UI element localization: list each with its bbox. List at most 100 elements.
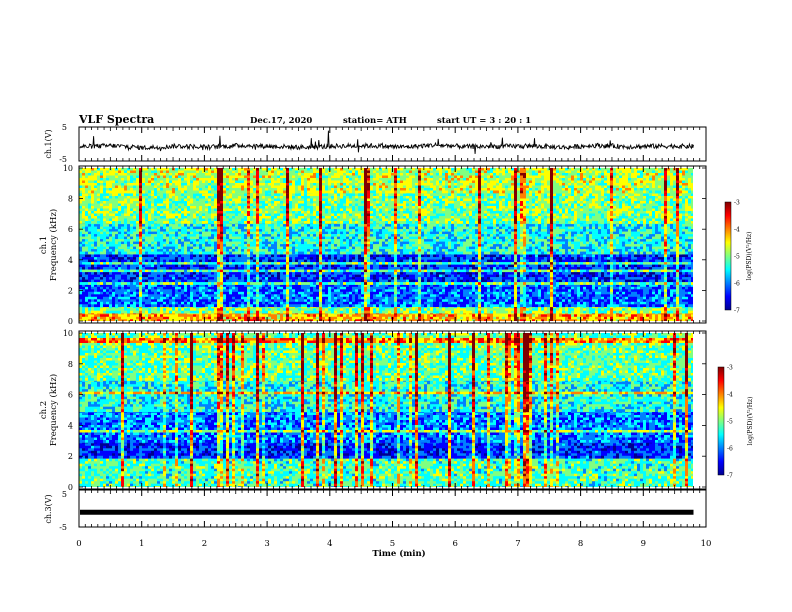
spectrogram-cell <box>424 304 428 308</box>
spectrogram-cell <box>421 299 425 303</box>
spectrogram-cell <box>649 289 653 293</box>
spectrogram-cell <box>109 301 113 305</box>
spectrogram-cell <box>388 305 392 309</box>
spectrogram-cell <box>109 267 113 270</box>
spectrogram-cell <box>220 305 224 309</box>
spectrogram-cell <box>646 304 650 308</box>
spectrogram-cell <box>652 310 656 314</box>
spectrogram-cell <box>562 259 566 263</box>
spectrogram-cell <box>211 296 215 300</box>
spectrogram-cell <box>223 296 227 300</box>
spectrogram-cell <box>361 259 365 263</box>
spectrogram-cell <box>157 314 161 318</box>
spectrogram-cell <box>298 262 302 265</box>
spectrogram-cell <box>637 259 641 263</box>
spectrogram-cell <box>424 308 428 311</box>
spectrogram-cell <box>487 305 491 309</box>
spectrogram-cell <box>589 305 593 309</box>
spectrogram-cell <box>550 289 554 293</box>
spectrogram-cell <box>580 267 584 270</box>
spectrogram-cell <box>349 269 353 273</box>
spectrogram-cell <box>109 269 113 273</box>
spectrogram-cell <box>508 291 512 295</box>
spectrogram-cell <box>514 269 518 273</box>
spectrogram-cell <box>427 257 431 260</box>
spectrogram-cell <box>388 254 392 258</box>
spectrogram-cell <box>130 284 134 288</box>
spectrogram-cell <box>286 269 290 273</box>
spectrogram-cell <box>691 316 693 320</box>
spectrogram-cell <box>568 294 572 298</box>
spectrogram-cell <box>130 316 134 320</box>
spectrogram-cell <box>85 305 89 309</box>
spectrogram-cell <box>139 289 143 293</box>
spectrogram-cell <box>394 267 398 270</box>
spectrogram-cell <box>277 308 281 311</box>
spectrogram-cell <box>262 284 266 288</box>
spectrogram-cell <box>364 254 368 258</box>
spectrogram-cell <box>502 291 506 295</box>
spectrogram-cell <box>628 291 632 295</box>
spectrogram-cell <box>211 299 215 303</box>
spectrogram-cell <box>310 308 314 311</box>
spectrogram-cell <box>652 301 656 305</box>
spectrogram-cell <box>202 267 206 270</box>
spectrogram-cell <box>361 304 365 308</box>
spectrogram-cell <box>580 319 584 321</box>
spectrogram-cell <box>661 310 665 314</box>
spectrogram-cell <box>274 259 278 263</box>
spectrogram-cell <box>265 310 269 314</box>
spectrogram-cell <box>592 310 596 314</box>
spectrogram-cell <box>184 291 188 295</box>
spectrogram-cell <box>79 286 83 290</box>
spectrogram-cell <box>247 291 251 295</box>
spectrogram-cell <box>328 310 332 314</box>
spectrogram-cell <box>277 259 281 263</box>
spectrogram-cell <box>106 259 110 263</box>
spectrogram-cell <box>166 291 170 295</box>
spectrogram-cell <box>400 267 404 270</box>
spectrogram-cell <box>325 284 329 288</box>
spectrogram-cell <box>595 259 599 263</box>
spectrogram-cell <box>517 299 521 303</box>
spectrogram-cell <box>160 304 164 308</box>
spectrogram-cell <box>97 257 101 260</box>
spectrogram-cell <box>103 289 107 293</box>
spectrogram-cell <box>472 294 476 298</box>
spectrogram-cell <box>322 264 326 268</box>
spectrogram-cell <box>517 304 521 308</box>
spectrogram-cell <box>688 304 692 308</box>
spectrogram-cell <box>676 316 680 320</box>
spectrogram-cell <box>118 310 122 314</box>
spectrogram-cell <box>523 301 527 305</box>
spectrogram-cell <box>310 259 314 263</box>
spectrogram-cell <box>211 319 215 321</box>
spectrogram-cell <box>562 316 566 320</box>
spectrogram-cell <box>331 286 335 290</box>
spectrogram-cell <box>685 291 689 295</box>
spectrogram-cell <box>532 269 536 273</box>
spectrogram-cell <box>229 289 233 293</box>
spectrogram-cell <box>148 269 152 273</box>
spectrogram-cell <box>214 294 218 298</box>
spectrogram-cell <box>601 286 605 290</box>
spectrogram-cell <box>187 262 191 265</box>
spectrogram-cell <box>316 305 320 309</box>
spectrogram-cell <box>475 267 479 270</box>
spectrogram-cell <box>166 294 170 298</box>
spectrogram-cell <box>322 267 326 270</box>
spectrogram-cell <box>553 262 557 265</box>
spectrogram-cell <box>601 257 605 260</box>
spectrogram-cell <box>199 257 203 260</box>
spectrogram-cell <box>391 305 395 309</box>
spectrogram-cell <box>526 301 530 305</box>
spectrogram-cell <box>379 308 383 311</box>
spectrogram-cell <box>520 308 524 311</box>
spectrogram-cell <box>559 259 563 263</box>
spectrogram-cell <box>196 301 200 305</box>
spectrogram-cell <box>376 286 380 290</box>
spectrogram-cell <box>151 310 155 314</box>
spectrogram-cell <box>316 257 320 260</box>
spectrogram-cell <box>229 319 233 321</box>
spectrogram-cell <box>178 259 182 263</box>
